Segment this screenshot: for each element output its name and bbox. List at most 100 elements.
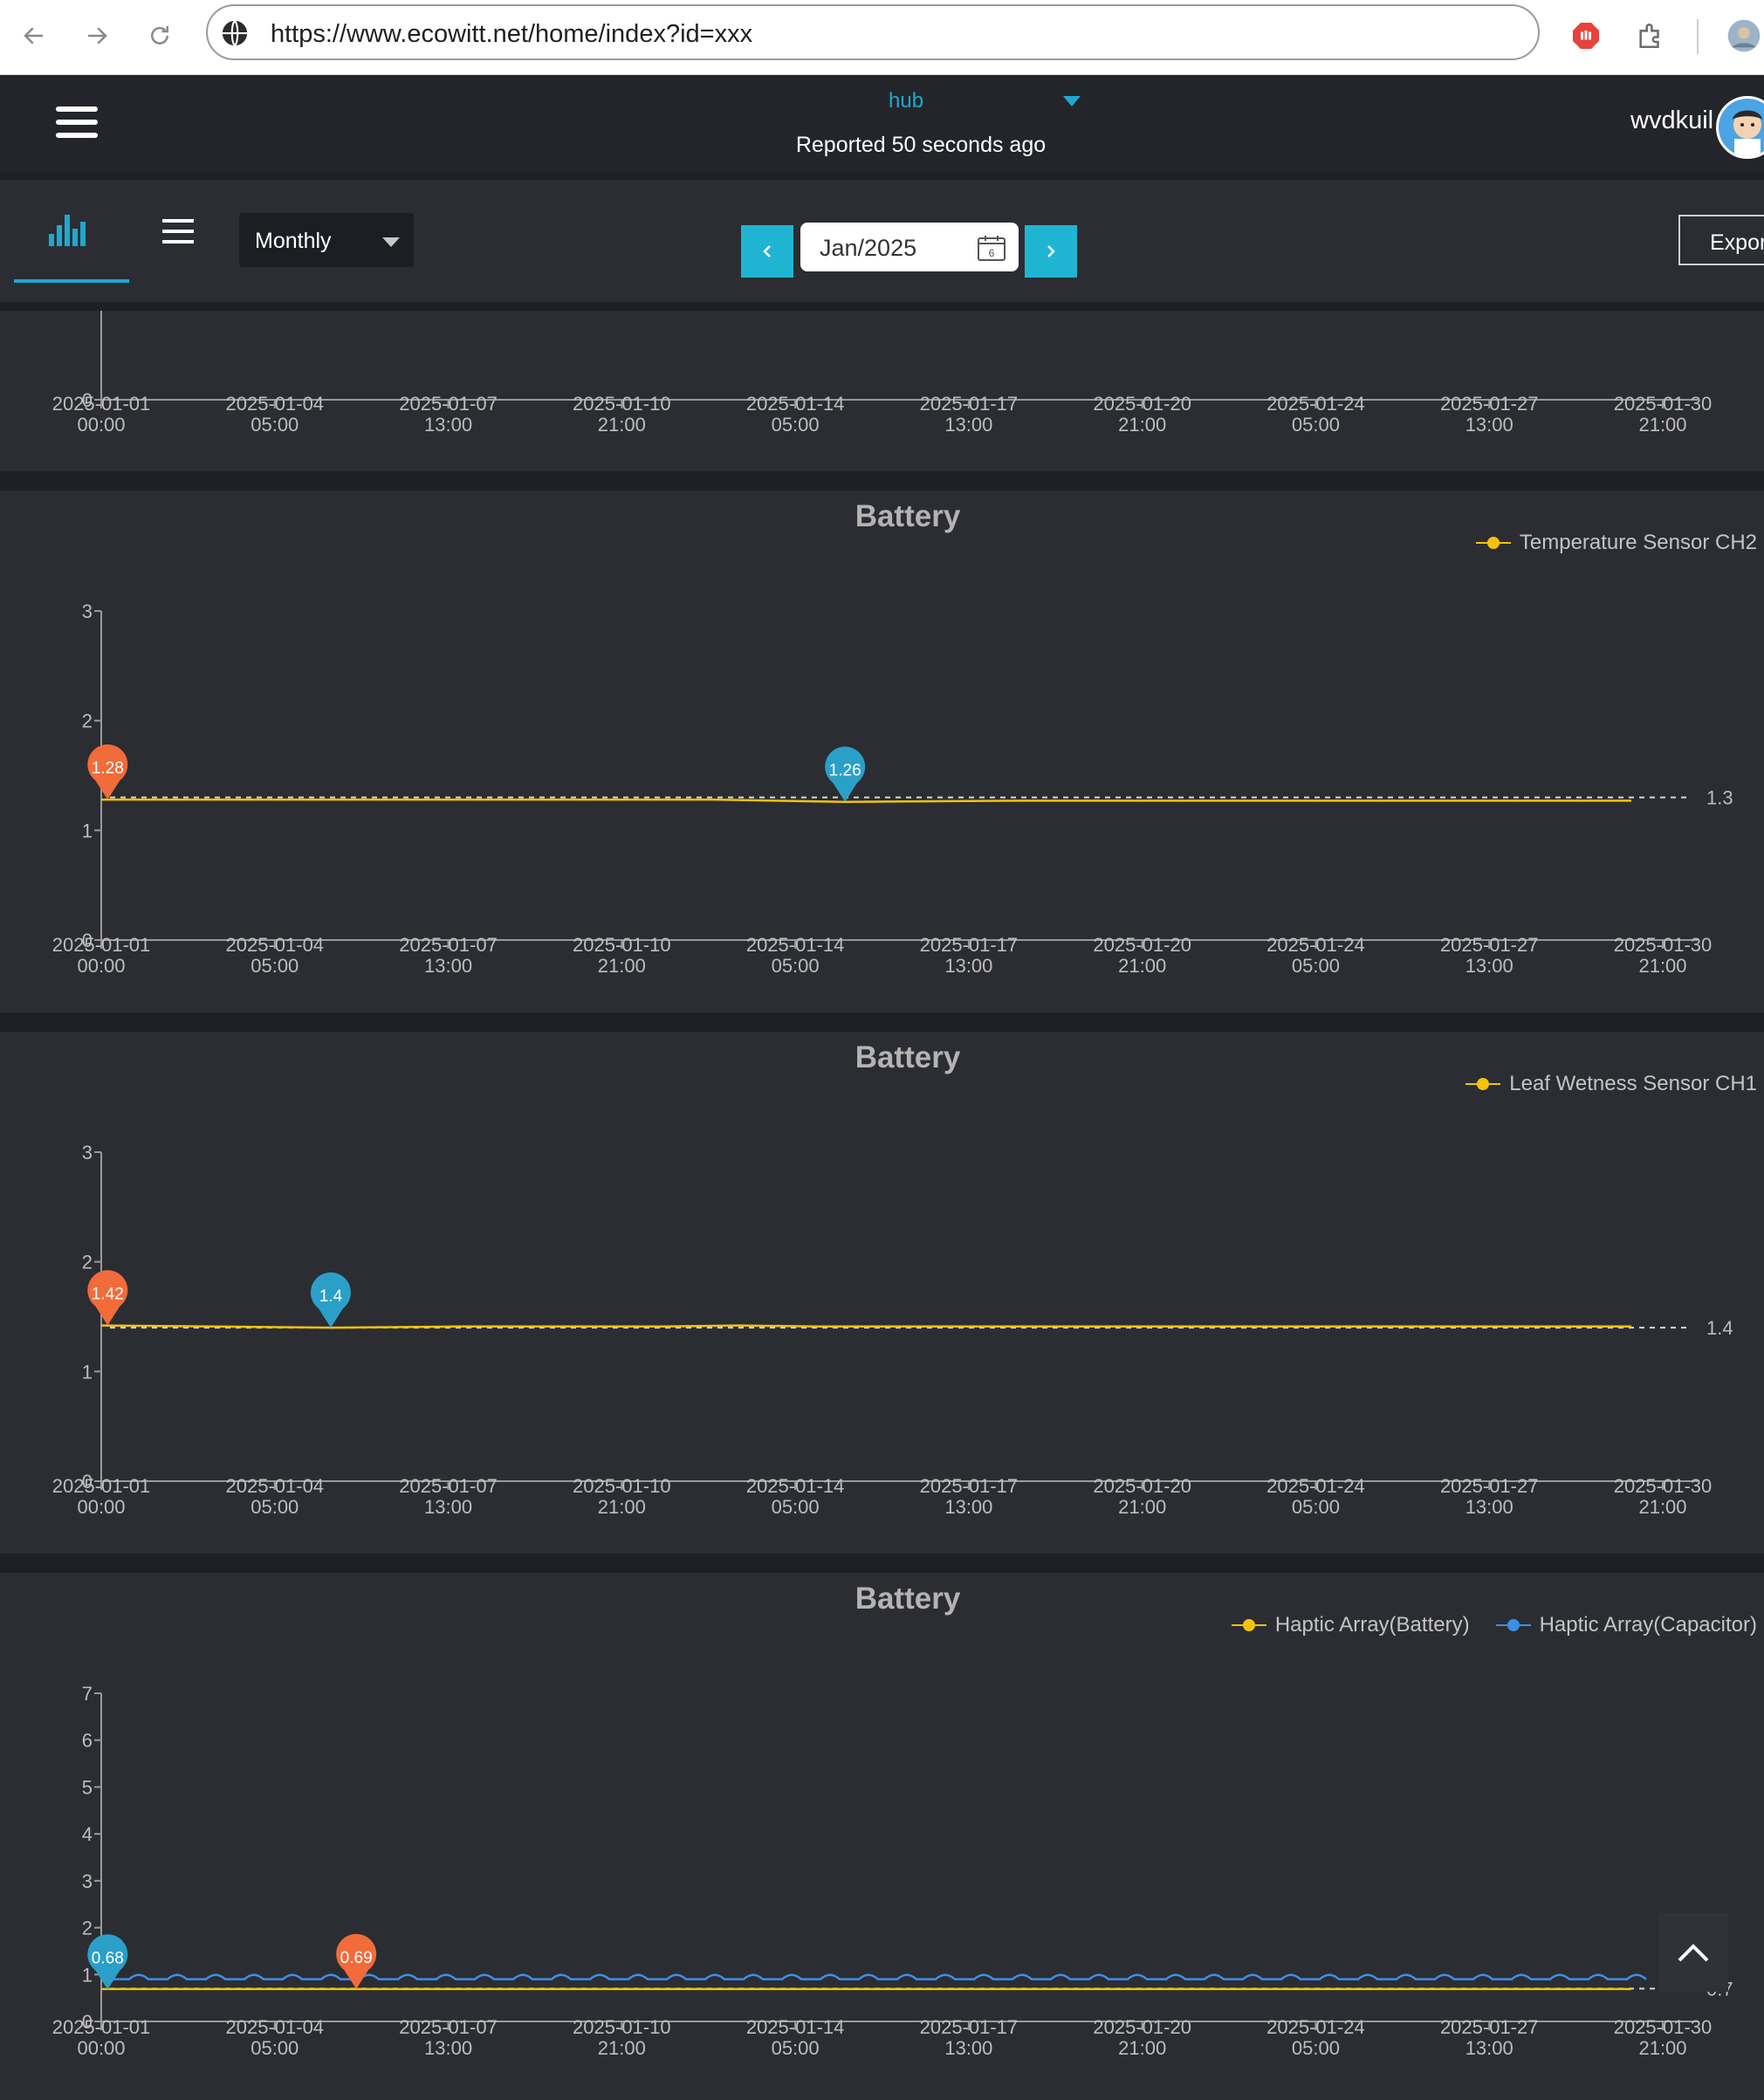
chart-svg-2: 01232025-01-0100:002025-01-0405:002025-0… (52, 1142, 1733, 1518)
y-tick-label: 4 (82, 1823, 93, 1845)
profile-icon[interactable] (1724, 16, 1764, 56)
chart-view-tab-icon[interactable] (47, 213, 86, 252)
x-tick-label: 13:00 (424, 1496, 472, 1518)
avatar[interactable] (1716, 96, 1764, 159)
x-tick-label: 2025-01-10 (573, 2016, 671, 2038)
next-month-button[interactable] (1025, 225, 1077, 278)
chart-title: Battery (855, 1582, 961, 1616)
user-name[interactable]: wvdkuil (1630, 106, 1714, 134)
x-tick-label: 2025-01-30 (1614, 2016, 1713, 2038)
x-tick-label: 2025-01-07 (399, 934, 498, 956)
hub-selector[interactable]: hub (889, 89, 924, 113)
x-tick-label: 2025-01-20 (1093, 2016, 1191, 2038)
x-tick-label: 2025-01-30 (1614, 934, 1713, 956)
chart-panel-1: Battery Temperature Sensor CH2 0 1 2 3 2025-… (0, 491, 1764, 1012)
marker-pin (336, 1933, 377, 1989)
y-tick-label: 3 (82, 600, 93, 622)
chart-toolbar: Monthly Jan/2025 6 Expor (0, 180, 1764, 302)
x-tick-label: 2025-01-07 (399, 393, 498, 415)
x-tick-label: 2025-01-24 (1266, 934, 1365, 956)
average-label: 1.4 (1706, 1317, 1733, 1339)
x-tick-label: 21:00 (1638, 414, 1686, 436)
legend-marker-icon (1231, 1619, 1266, 1631)
address-bar[interactable]: https://www.ecowitt.net/home/index?id=xx… (206, 4, 1540, 60)
adblock-extension-icon[interactable] (1566, 16, 1606, 56)
y-tick-label: 1 (82, 820, 93, 841)
x-tick-label: 2025-01-10 (573, 1475, 671, 1497)
svg-text:6: 6 (989, 247, 995, 259)
period-select[interactable]: Monthly (239, 213, 414, 267)
max-marker: 0.69 (336, 1933, 377, 1989)
marker-label: 1.28 (92, 759, 124, 778)
y-tick-label: 1 (82, 1964, 93, 1986)
legend-label[interactable]: Haptic Array(Battery) (1274, 1613, 1470, 1637)
section-divider (0, 471, 1764, 491)
x-tick-label: 13:00 (944, 955, 992, 977)
marker-label: 1.26 (829, 762, 861, 780)
site-info-icon[interactable] (220, 18, 250, 48)
x-tick-label: 21:00 (1118, 414, 1166, 436)
x-tick-label: 2025-01-20 (1093, 1475, 1191, 1497)
x-tick-label: 21:00 (598, 2037, 646, 2059)
x-tick-label: 13:00 (1465, 1496, 1513, 1518)
x-tick-label: 21:00 (598, 955, 646, 977)
x-tick-label: 21:00 (598, 414, 646, 436)
x-tick-label: 05:00 (251, 955, 299, 977)
chart-svg-1: 01232025-01-0100:002025-01-0405:002025-0… (52, 600, 1733, 977)
x-tick-label: 2025-01-10 (573, 393, 671, 415)
section-divider (0, 1012, 1764, 1032)
x-tick-label: 05:00 (251, 2037, 299, 2059)
legend-item[interactable]: Temperature Sensor CH2 (1475, 531, 1757, 555)
extensions-icon[interactable] (1630, 16, 1671, 56)
x-tick-label: 2025-01-24 (1266, 2016, 1365, 2038)
month-picker-value: Jan/2025 (820, 235, 917, 261)
previous-month-button[interactable] (741, 225, 793, 278)
legend-label[interactable]: Haptic Array(Capacitor) (1539, 1613, 1757, 1637)
x-tick-label: 05:00 (772, 955, 820, 977)
x-tick-label: 2025-01-17 (920, 393, 1019, 415)
month-picker-input[interactable]: Jan/2025 6 (800, 223, 1019, 271)
x-tick-label: 21:00 (1118, 2037, 1166, 2059)
x-tick-label: 00:00 (77, 955, 125, 977)
chevron-left-icon (763, 245, 771, 257)
legend-item[interactable]: Leaf Wetness Sensor CH1 (1465, 1072, 1757, 1096)
marker-pin (87, 1934, 128, 1990)
x-tick-label: 2025-01-01 (52, 934, 151, 956)
back-icon[interactable] (14, 16, 54, 56)
app-header: hub Reported 50 seconds ago wvdkuil (0, 75, 1764, 173)
x-tick-label: 2025-01-14 (746, 393, 845, 415)
marker-pin (87, 744, 128, 800)
x-tick-label: 2025-01-14 (746, 934, 845, 956)
list-view-tab-icon[interactable] (162, 218, 194, 249)
y-tick-label: 7 (82, 1683, 93, 1705)
legend-marker-icon (1475, 537, 1511, 549)
chart-title: Battery (855, 499, 961, 533)
forward-icon[interactable] (77, 16, 117, 56)
x-tick-label: 13:00 (1465, 414, 1513, 436)
scroll-to-top-button[interactable] (1658, 1913, 1728, 1992)
series-line (100, 1324, 1631, 1329)
x-tick-label: 00:00 (77, 1496, 125, 1518)
marker-pin (87, 1270, 128, 1326)
menu-icon[interactable] (56, 105, 98, 144)
x-tick-label: 21:00 (1638, 955, 1686, 977)
calendar-icon[interactable]: 6 (978, 235, 1006, 265)
legend-marker-icon (1495, 1619, 1531, 1631)
x-tick-label: 13:00 (424, 414, 472, 436)
export-button[interactable]: Expor (1678, 215, 1764, 265)
hub-dropdown-icon[interactable] (1063, 96, 1081, 106)
legend-label: Temperature Sensor CH2 (1519, 531, 1757, 554)
x-tick-label: 13:00 (1465, 2037, 1513, 2059)
average-label: 1.3 (1706, 787, 1733, 809)
section-divider (0, 173, 1764, 180)
max-marker: 1.28 (87, 744, 128, 800)
export-button-label: Expor (1710, 230, 1764, 255)
min-marker: 1.26 (825, 746, 866, 802)
y-tick-label: 0 (82, 930, 93, 951)
x-tick-label: 2025-01-17 (920, 1475, 1019, 1497)
x-tick-label: 13:00 (944, 1496, 992, 1518)
x-tick-label: 05:00 (772, 2037, 820, 2059)
min-marker: 0.68 (87, 1934, 128, 1990)
reload-icon[interactable] (140, 16, 180, 56)
x-tick-label: 2025-01-27 (1440, 934, 1539, 956)
